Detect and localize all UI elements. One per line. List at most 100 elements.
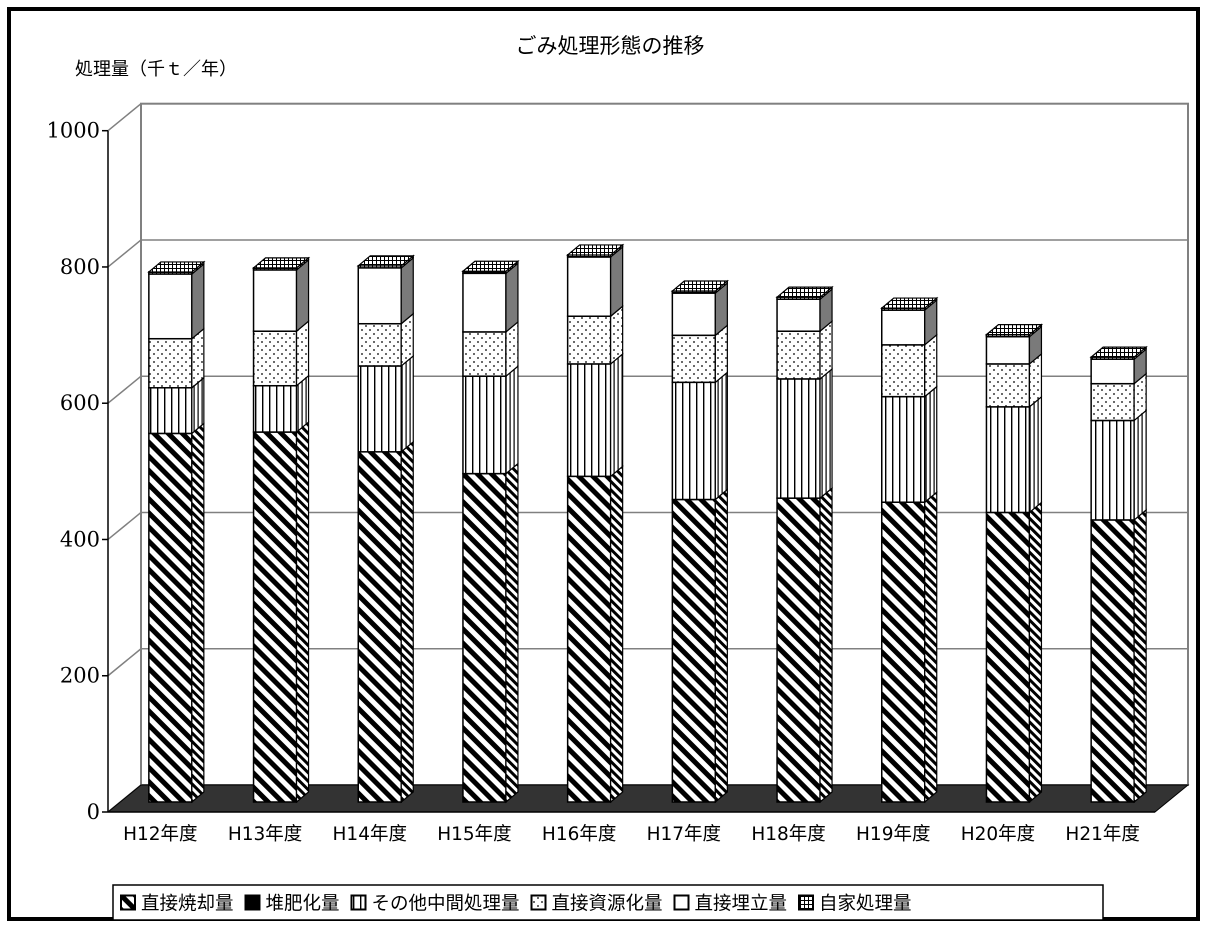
bar-segment xyxy=(985,511,1031,803)
legend-swatch xyxy=(244,894,261,911)
legend-item: 直接焼却量 xyxy=(120,894,234,915)
y-axis-label: 処理量（千ｔ／年） xyxy=(75,59,237,80)
bar-segment xyxy=(462,375,507,475)
chart-title: ごみ処理形態の推移 xyxy=(516,34,705,58)
bar-segment-side xyxy=(295,258,310,333)
bar-segment xyxy=(985,335,1031,365)
bar-segment-side xyxy=(400,440,414,804)
bar-segment-side xyxy=(1133,508,1147,804)
bar-segment xyxy=(776,378,821,499)
bar-segment xyxy=(985,406,1031,514)
bar-segment xyxy=(148,432,193,803)
bar-segment xyxy=(148,387,193,435)
bar-segment-side xyxy=(295,319,310,388)
bar-segment xyxy=(1090,419,1135,521)
gridline-diagonal xyxy=(107,648,142,677)
x-tick-label: H13年度 xyxy=(228,824,302,845)
bar-top-face xyxy=(461,260,520,272)
bar-segment xyxy=(881,395,926,503)
bar-top-face xyxy=(984,324,1044,336)
bar-segment xyxy=(776,330,821,380)
bar-top-face xyxy=(880,297,939,309)
bar-segment-side xyxy=(610,245,624,318)
y-tick-label: 1000 xyxy=(47,119,100,143)
bar-segment xyxy=(881,501,926,803)
legend-label: 自家処理量 xyxy=(819,894,912,915)
bar-segment xyxy=(776,298,821,332)
x-tick-label: H18年度 xyxy=(751,824,825,845)
legend-swatch xyxy=(673,894,690,911)
bar-segment-side xyxy=(924,490,938,804)
bar-segment xyxy=(252,384,298,433)
bar-top-face xyxy=(356,255,415,267)
legend-box xyxy=(112,884,1104,921)
legend-item: 直接資源化量 xyxy=(530,894,663,915)
x-tick-label: H17年度 xyxy=(647,824,721,845)
legend-item: 自家処理量 xyxy=(798,894,912,915)
bar-segment xyxy=(1090,519,1135,803)
bar-segment xyxy=(357,322,402,367)
legend-label: その他中間処理量 xyxy=(372,894,520,915)
bar-segment xyxy=(671,292,717,337)
bar-stack xyxy=(147,260,206,804)
legend-swatch xyxy=(798,894,814,911)
bar-segment xyxy=(671,334,717,384)
bar-segment xyxy=(462,331,507,377)
bar-segment-side xyxy=(1028,395,1043,514)
bar-top-face xyxy=(251,257,311,269)
legend-label: 直接埋立量 xyxy=(695,894,788,915)
bar-segment xyxy=(566,315,612,365)
bar-segment-side xyxy=(295,420,310,804)
bar-segment-side xyxy=(819,367,833,500)
bar-stack xyxy=(880,296,939,804)
bar-stack xyxy=(775,285,834,804)
y-tick-label: 200 xyxy=(60,664,100,688)
bar-stack xyxy=(565,243,625,804)
legend-swatch xyxy=(120,894,136,911)
y-tick-label: 800 xyxy=(60,255,100,279)
bar-segment xyxy=(357,365,402,453)
bar-segment-side xyxy=(1133,409,1147,522)
bar-segment xyxy=(881,344,926,398)
bar-segment-side xyxy=(924,385,938,504)
gridline-diagonal xyxy=(107,103,142,132)
bar-stack xyxy=(461,259,520,804)
bar-segment xyxy=(566,363,612,478)
bar-segment xyxy=(566,475,612,803)
bar-segment xyxy=(357,451,402,803)
bar-top-face xyxy=(1089,346,1148,358)
bar-stack xyxy=(670,279,730,804)
bar-top-face xyxy=(670,280,730,292)
bar-segment-side xyxy=(1028,501,1043,804)
bar-segment-side xyxy=(505,364,519,475)
bar-segment-side xyxy=(505,462,519,804)
x-tick-label: H12年度 xyxy=(123,824,197,845)
bar-segment xyxy=(776,497,821,803)
bar-segment xyxy=(1090,382,1135,422)
bar-segment xyxy=(1090,358,1135,385)
bar-segment xyxy=(462,472,507,803)
bar-stack xyxy=(1089,345,1148,804)
bar-stack xyxy=(984,323,1044,804)
bar-stack xyxy=(251,256,311,804)
bar-segment xyxy=(566,256,612,317)
x-tick-label: H14年度 xyxy=(333,824,407,845)
bar-segment xyxy=(148,273,193,340)
legend-swatch xyxy=(530,894,547,911)
y-tick-label: 600 xyxy=(60,391,100,415)
y-tick-label: 0 xyxy=(87,800,100,824)
bar-stack xyxy=(356,254,415,804)
gridline-diagonal xyxy=(107,239,142,268)
legend-item: 直接埋立量 xyxy=(673,894,788,915)
legend-swatch xyxy=(350,894,367,911)
bar-segment xyxy=(148,337,193,389)
legend-label: 直接資源化量 xyxy=(552,894,663,915)
legend-label: 直接焼却量 xyxy=(141,894,234,915)
x-tick-label: H16年度 xyxy=(542,824,616,845)
y-tick-label: 400 xyxy=(60,527,100,551)
gridline-diagonal xyxy=(107,511,142,541)
bar-segment-side xyxy=(610,352,624,478)
bar-segment xyxy=(671,381,717,501)
bar-top-face xyxy=(565,244,625,256)
